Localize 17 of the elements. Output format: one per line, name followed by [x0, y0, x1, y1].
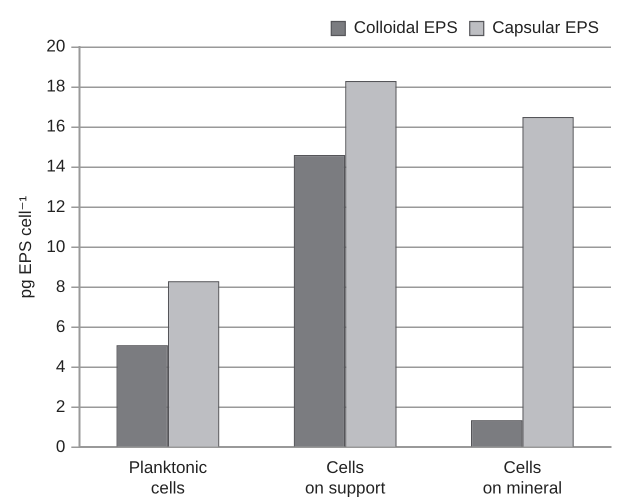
x-tick-label: Cells on mineral: [482, 458, 562, 498]
y-tick-label: 18: [46, 76, 66, 96]
y-tick-label: 4: [56, 356, 66, 376]
y-tick-label: 10: [46, 236, 66, 256]
y-tick-label: 12: [46, 196, 66, 216]
legend-label: Capsular EPS: [492, 18, 600, 38]
y-tick-label: 6: [56, 316, 66, 336]
x-tick-label: Cells on support: [304, 458, 386, 498]
y-tick-label: 0: [56, 436, 66, 456]
y-tick-label: 8: [56, 276, 66, 296]
y-tick-label: 2: [56, 396, 66, 416]
y-tick-label: 14: [46, 156, 66, 176]
x-tick-label: Planktonic cells: [128, 458, 208, 498]
legend-label: Colloidal EPS: [354, 18, 458, 38]
y-axis-title: pg EPS cell⁻¹: [16, 196, 35, 298]
y-tick-label: 16: [46, 116, 66, 136]
y-tick-label: 20: [46, 36, 66, 56]
